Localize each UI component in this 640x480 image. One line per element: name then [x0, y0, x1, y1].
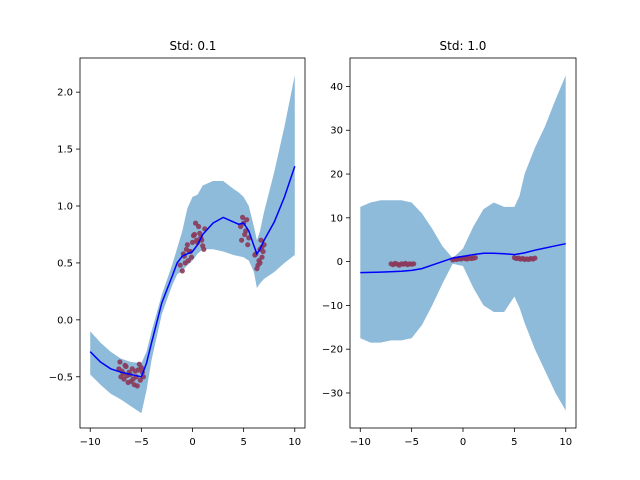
data-points-layer [116, 214, 267, 389]
data-point [116, 366, 122, 372]
y-tick-label: 1.0 [57, 202, 73, 213]
data-point [239, 237, 245, 243]
data-point [132, 368, 138, 374]
data-point [244, 217, 250, 223]
data-point [259, 254, 265, 260]
data-point [254, 266, 260, 272]
chart-title: Std: 0.1 [170, 39, 217, 53]
x-tick-label: −5 [134, 437, 149, 448]
data-point [240, 214, 246, 220]
x-tick-label: 10 [559, 437, 572, 448]
data-point [134, 383, 140, 389]
y-tick-label: 0.5 [57, 258, 73, 269]
x-tick-label: 10 [288, 437, 301, 448]
data-point [179, 268, 185, 274]
y-tick-label: −0.5 [49, 372, 73, 383]
data-point [201, 246, 207, 252]
confidence-band [360, 75, 566, 411]
x-tick-label: −10 [350, 437, 371, 448]
data-point [193, 220, 199, 226]
y-tick-label: −20 [322, 345, 343, 356]
data-point [188, 254, 195, 260]
y-tick-label: −10 [322, 301, 343, 312]
data-point [243, 228, 249, 234]
data-point [136, 361, 142, 367]
x-tick-label: 0 [460, 437, 466, 448]
data-point [532, 255, 538, 261]
data-point [190, 233, 197, 239]
data-point [472, 255, 478, 261]
y-tick-label: 20 [330, 170, 343, 181]
data-point [238, 223, 244, 230]
data-point [189, 239, 196, 245]
data-point [197, 230, 203, 236]
data-point [182, 260, 188, 266]
data-point [260, 248, 266, 255]
y-tick-label: −30 [322, 388, 343, 399]
mean-line-layer [360, 242, 566, 274]
x-tick-label: 0 [189, 437, 195, 448]
data-point [122, 362, 128, 368]
x-tick-label: −10 [80, 437, 101, 448]
y-tick-label: 0.0 [57, 315, 73, 326]
data-point [128, 378, 134, 384]
y-tick-label: 30 [330, 126, 343, 137]
y-tick-label: 10 [330, 213, 343, 224]
chart-title: Std: 1.0 [440, 39, 487, 53]
data-point [196, 223, 202, 230]
x-tick-label: 5 [240, 437, 246, 448]
chart-right-std-1-0: Std: 1.0 −10 −5 0 5 10 −30 −20 −10 0 10 20 30 40 [322, 39, 577, 448]
data-point [258, 237, 264, 243]
data-point [137, 377, 143, 383]
x-tick-label: −5 [404, 437, 419, 448]
x-tick-label: 5 [511, 437, 517, 448]
data-point [411, 261, 417, 267]
mean-line [89, 165, 296, 378]
y-tick-label: 40 [330, 82, 343, 93]
data-point [245, 242, 251, 248]
data-point [117, 359, 123, 365]
axes-layer: −10 −5 0 5 10 −30 −20 −10 0 10 20 30 40 [322, 57, 577, 448]
y-tick-label: 1.5 [57, 145, 73, 156]
data-point [184, 242, 190, 248]
data-point [177, 262, 183, 268]
data-point [257, 260, 263, 266]
y-tick-label: 0 [337, 257, 343, 268]
y-tick-label: 2.0 [57, 88, 73, 99]
mean-line-layer [89, 165, 296, 378]
axes-layer: −10 −5 0 5 10 −0.5 0.0 0.5 1.0 1.5 2.0 [49, 57, 306, 448]
chart-left-std-0-1: Std: 0.1 −10 −5 0 5 10 −0.5 0.0 0.5 1.0 1.5 2.0 [49, 39, 306, 448]
mean-line [360, 242, 566, 274]
confidence-band-layer [360, 75, 566, 411]
